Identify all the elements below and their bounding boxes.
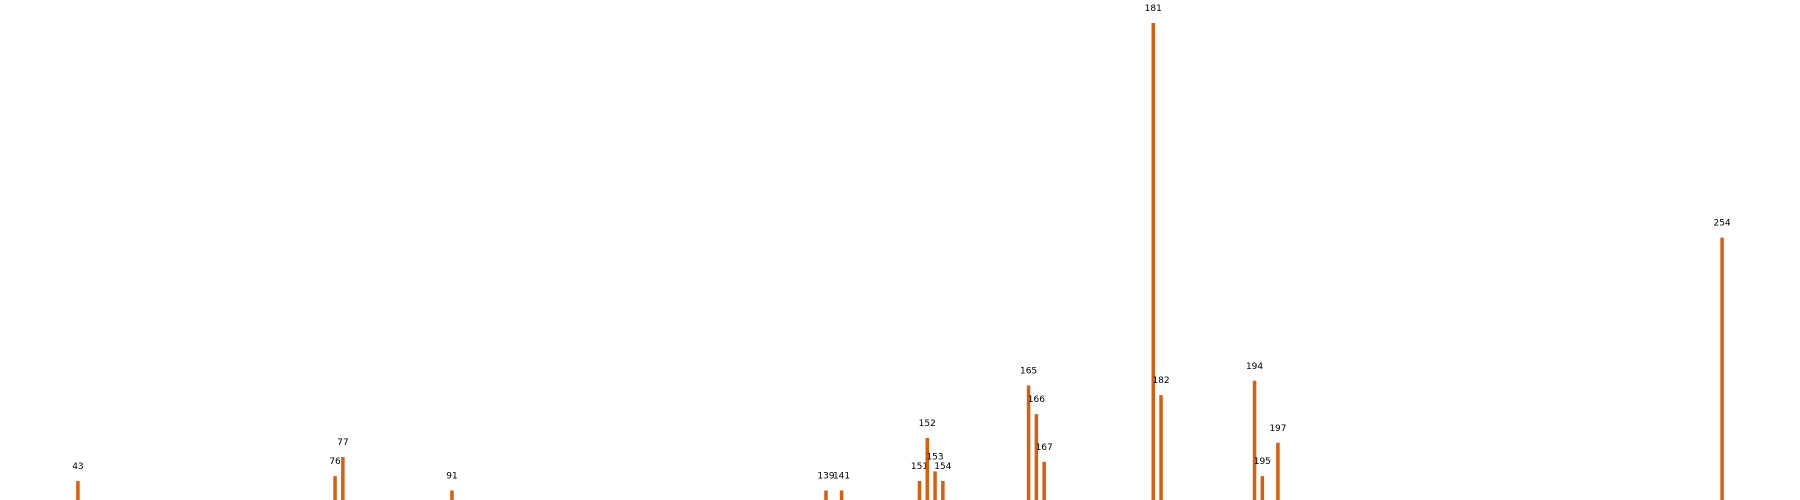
peak-label-153: 153 bbox=[926, 452, 943, 462]
peak-label-43: 43 bbox=[72, 462, 83, 472]
peak-bar-165 bbox=[1026, 385, 1031, 500]
peak-label-152: 152 bbox=[919, 419, 936, 429]
peak-bar-76 bbox=[333, 476, 337, 500]
peak-label-154: 154 bbox=[934, 462, 951, 472]
peak-bar-195 bbox=[1260, 476, 1265, 500]
peak-bar-77 bbox=[341, 457, 345, 500]
peak-label-91: 91 bbox=[446, 471, 457, 481]
peak-bar-166 bbox=[1034, 414, 1039, 500]
peak-bar-181 bbox=[1151, 23, 1155, 500]
peak-bar-197 bbox=[1276, 442, 1280, 500]
peak-label-181: 181 bbox=[1145, 4, 1162, 14]
peak-bar-167 bbox=[1042, 461, 1046, 500]
peak-bar-254 bbox=[1720, 237, 1724, 500]
peak-label-195: 195 bbox=[1254, 457, 1271, 467]
peak-bar-152 bbox=[925, 437, 930, 500]
peak-bar-43 bbox=[76, 480, 80, 500]
peak-bar-91 bbox=[450, 490, 454, 500]
peak-label-139: 139 bbox=[817, 471, 834, 481]
peak-bar-141 bbox=[839, 490, 844, 500]
peak-label-165: 165 bbox=[1020, 367, 1037, 377]
peak-label-194: 194 bbox=[1246, 362, 1263, 372]
peak-bar-153 bbox=[933, 471, 937, 500]
peak-label-167: 167 bbox=[1036, 443, 1053, 453]
peak-bar-154 bbox=[941, 480, 945, 500]
peak-bar-151 bbox=[917, 480, 922, 500]
peak-label-197: 197 bbox=[1269, 424, 1286, 434]
peak-label-77: 77 bbox=[337, 438, 348, 448]
peak-bar-194 bbox=[1252, 380, 1257, 500]
peak-label-254: 254 bbox=[1713, 219, 1730, 229]
peak-bar-182 bbox=[1159, 395, 1163, 500]
peak-label-151: 151 bbox=[911, 462, 928, 472]
peak-label-141: 141 bbox=[833, 471, 850, 481]
peak-label-76: 76 bbox=[329, 457, 341, 467]
peak-label-182: 182 bbox=[1152, 376, 1169, 386]
peak-bar-139 bbox=[824, 490, 828, 500]
peak-label-166: 166 bbox=[1028, 395, 1045, 405]
